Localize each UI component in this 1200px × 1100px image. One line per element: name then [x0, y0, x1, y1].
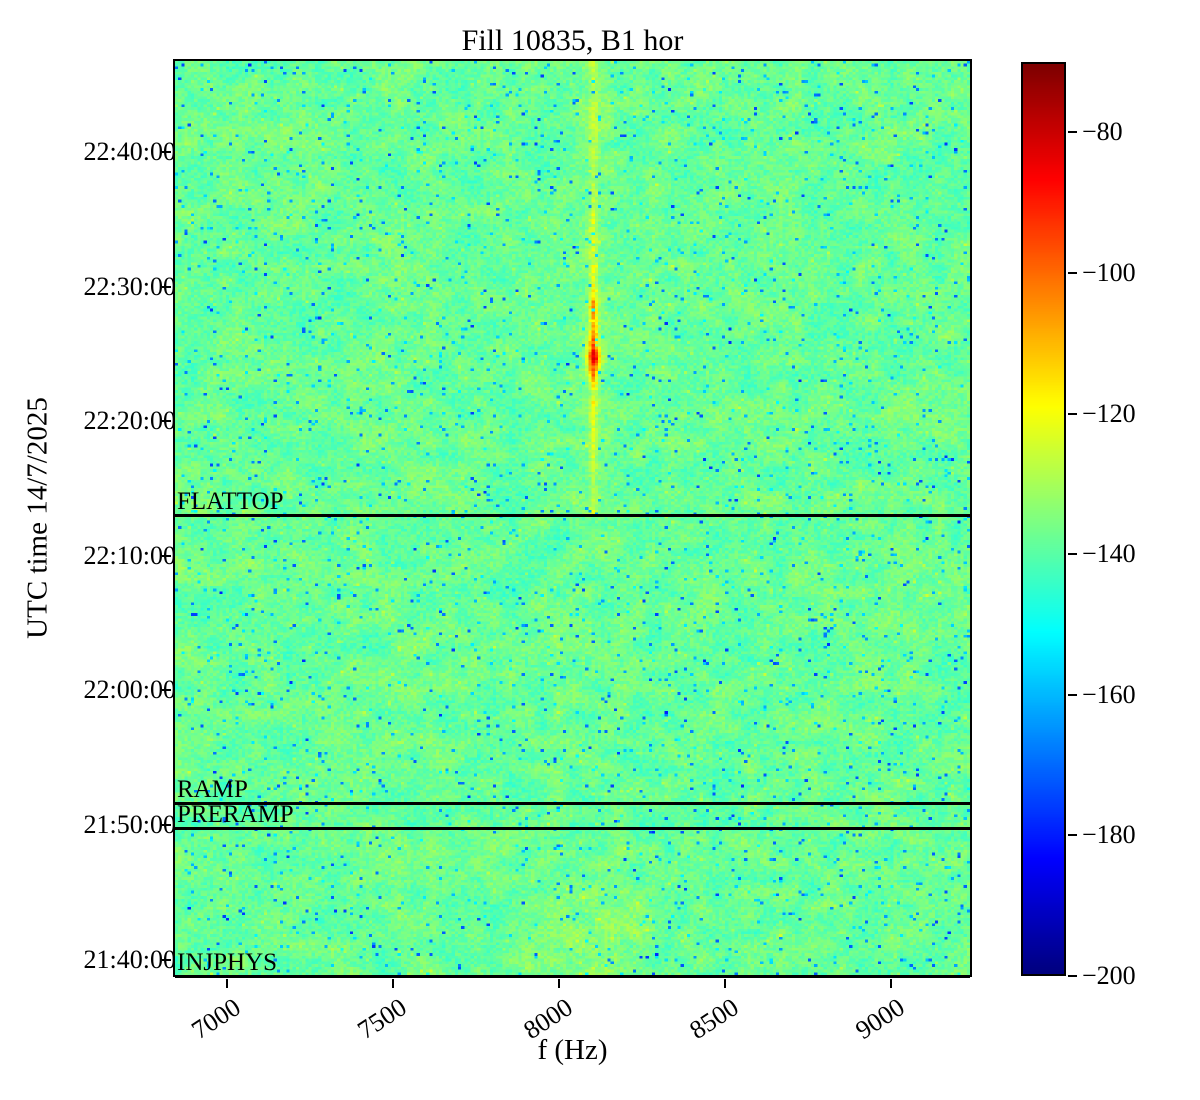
x-tick — [226, 979, 229, 988]
beam-mode-line — [175, 513, 970, 517]
y-tick-label: 22:30:00 — [83, 271, 176, 301]
colorbar-tick-label: −80 — [1082, 117, 1123, 147]
x-tick — [889, 979, 892, 988]
beam-mode-label: PRERAMP — [177, 801, 294, 829]
plot-title: Fill 10835, B1 hor — [461, 24, 684, 57]
x-axis-label: f (Hz) — [537, 1034, 608, 1066]
colorbar-tick — [1068, 271, 1077, 274]
colorbar-tick-label: −120 — [1082, 398, 1136, 428]
y-tick-label: 21:40:00 — [83, 944, 176, 974]
beam-mode-line — [175, 975, 970, 978]
colorbar-tick-label: −200 — [1082, 961, 1136, 990]
colorbar-tick — [1068, 693, 1077, 696]
colorbar-tick-label: −160 — [1082, 679, 1136, 709]
beam-mode-line — [175, 802, 970, 806]
colorbar-tick — [1068, 412, 1077, 415]
y-tick — [162, 823, 171, 826]
colorbar-tick-label: −140 — [1082, 539, 1136, 569]
colorbar — [1021, 62, 1066, 976]
colorbar-tick-label: −100 — [1082, 257, 1136, 287]
beam-mode-label: INJPHYS — [177, 949, 278, 976]
beam-mode-label: RAMP — [177, 776, 248, 804]
colorbar-tick — [1068, 131, 1077, 134]
x-tick — [723, 979, 726, 988]
spectrogram-image — [175, 61, 970, 975]
y-tick — [162, 151, 171, 154]
colorbar-tick-label: −180 — [1082, 820, 1136, 850]
plot-area: FLATTOP RAMP PRERAMP INJPHYS — [173, 59, 972, 978]
y-tick — [162, 420, 171, 423]
beam-mode-line — [175, 827, 970, 831]
colorbar-tick — [1068, 834, 1077, 837]
colorbar-tick — [1068, 553, 1077, 556]
y-tick — [162, 689, 171, 692]
colorbar-gradient — [1023, 64, 1064, 974]
x-tick — [391, 979, 394, 988]
y-tick-label: 22:10:00 — [83, 540, 176, 570]
y-tick-label: 21:50:00 — [83, 809, 176, 839]
y-tick — [162, 958, 171, 961]
colorbar-tick — [1068, 975, 1077, 977]
beam-mode-label: FLATTOP — [177, 487, 284, 515]
y-tick-label: 22:20:00 — [83, 406, 176, 436]
y-tick — [162, 554, 171, 557]
y-tick — [162, 285, 171, 288]
y-tick-label: 22:00:00 — [83, 675, 176, 705]
x-tick — [557, 979, 560, 988]
y-tick-label: 22:40:00 — [83, 137, 176, 167]
